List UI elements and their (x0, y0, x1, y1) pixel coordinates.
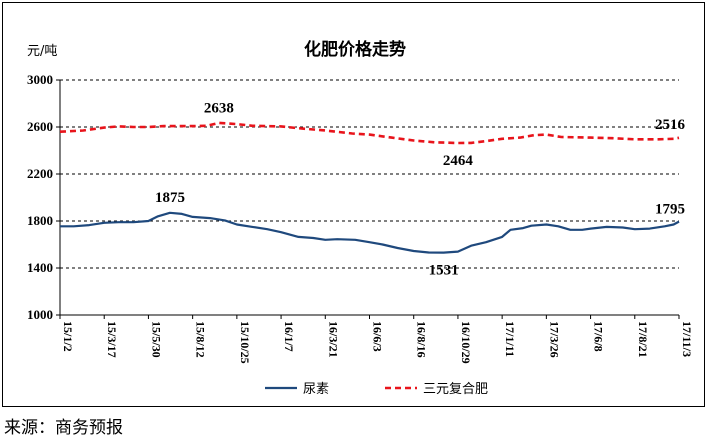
legend-label: 尿素 (303, 382, 329, 397)
x-tick-label: 16/3/21 (326, 321, 340, 358)
series-line-urea (60, 211, 680, 254)
legend-label: 三元复合肥 (423, 382, 488, 397)
y-tick-label: 1400 (27, 260, 53, 275)
y-tick-label: 2600 (27, 119, 53, 134)
line-chart: 元/吨 化肥价格走势 1000 1400 1800 2200 2600 3000 15/1/… (27, 39, 694, 397)
x-tick-label: 16/1/7 (282, 321, 296, 352)
data-labels: 1875 1531 1795 2638 2464 2516 (155, 101, 686, 279)
x-tick-label: 16/10/29 (459, 321, 473, 364)
data-label: 2638 (204, 101, 234, 117)
series-lines (59, 121, 680, 254)
axes: 1000 1400 1800 2200 2600 3000 15/1/2 15/3/17 15/… (27, 72, 694, 364)
x-tick-label: 16/6/3 (371, 321, 385, 352)
legend: 尿素 三元复合肥 (265, 382, 488, 397)
x-tick-label: 17/6/8 (592, 321, 606, 352)
grid-lines (60, 79, 679, 269)
x-tick-label: 17/11/3 (680, 321, 694, 357)
data-label: 1795 (655, 202, 685, 218)
x-tick-label: 17/3/26 (547, 321, 561, 358)
chart-title: 化肥价格走势 (304, 39, 406, 60)
data-label: 2464 (443, 153, 474, 169)
x-tick-label: 15/8/12 (194, 321, 208, 358)
x-tick-label: 17/1/11 (503, 321, 517, 357)
x-tick-label: 15/1/2 (61, 321, 75, 352)
y-tick-label: 3000 (27, 72, 53, 87)
source-note: 来源：商务预报 (4, 418, 123, 438)
data-label: 2516 (655, 117, 686, 133)
data-label: 1531 (429, 263, 459, 279)
x-tick-label: 15/5/30 (149, 321, 163, 358)
x-tick-label: 16/8/16 (415, 321, 429, 358)
series-line-compound-fertilizer (59, 121, 680, 145)
x-tick-label: 15/10/25 (238, 321, 252, 364)
data-label: 1875 (155, 190, 185, 206)
y-tick-label: 2200 (27, 166, 53, 181)
chart-frame: 元/吨 化肥价格走势 1000 1400 1800 2200 2600 3000 15/1/… (2, 2, 705, 407)
y-tick-label: 1800 (27, 213, 53, 228)
y-axis-unit-label: 元/吨 (27, 44, 57, 59)
x-tick-label: 15/3/17 (105, 321, 119, 358)
x-tick-label: 17/8/21 (636, 321, 650, 358)
y-tick-label: 1000 (27, 307, 53, 322)
